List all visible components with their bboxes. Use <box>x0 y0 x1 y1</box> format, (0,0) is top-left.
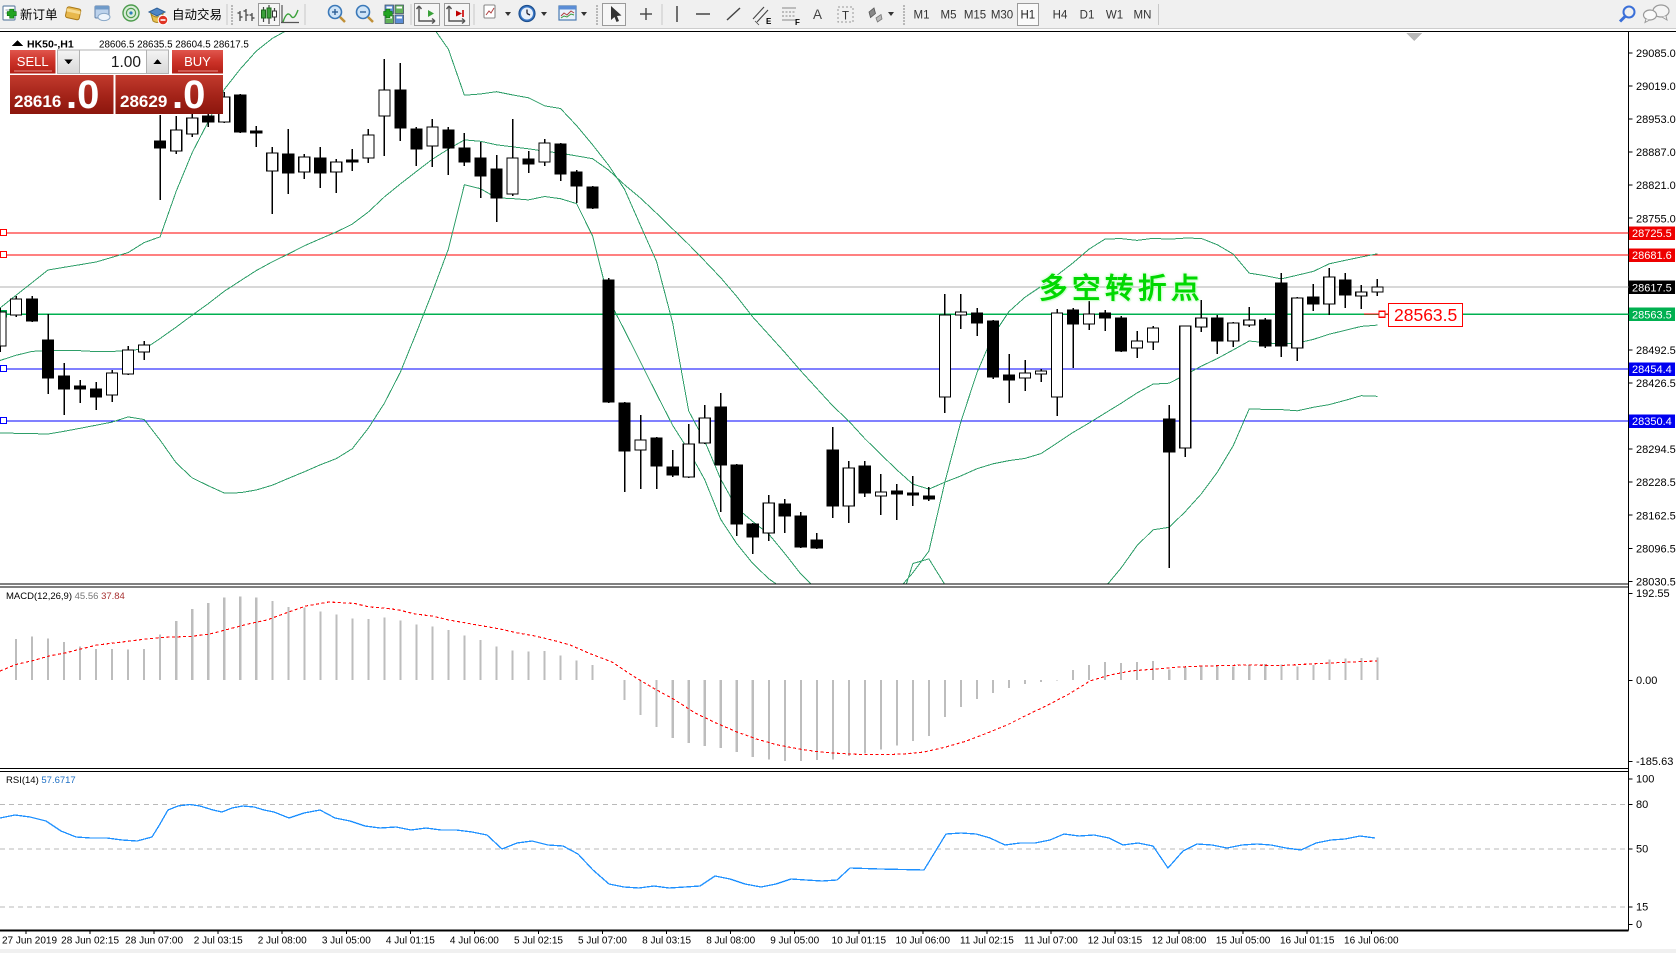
svg-text:12 Jul 08:00: 12 Jul 08:00 <box>1152 936 1207 947</box>
svg-text:0.00: 0.00 <box>1636 675 1657 687</box>
svg-text:5 Jul 07:00: 5 Jul 07:00 <box>578 936 627 947</box>
svg-text:28681.6: 28681.6 <box>1632 250 1672 262</box>
svg-text:HK50-,H1: HK50-,H1 <box>27 39 74 51</box>
svg-text:28616: 28616 <box>14 92 61 111</box>
svg-text:28426.5: 28426.5 <box>1636 378 1676 390</box>
svg-text:H1: H1 <box>1020 10 1035 22</box>
svg-text:28228.5: 28228.5 <box>1636 477 1676 489</box>
svg-text:W1: W1 <box>1106 10 1123 22</box>
svg-text:15: 15 <box>1636 902 1648 914</box>
svg-text:28617.5: 28617.5 <box>1632 282 1672 294</box>
svg-text:H4: H4 <box>1053 10 1068 22</box>
svg-text:BUY: BUY <box>184 54 211 69</box>
svg-text:自动交易: 自动交易 <box>172 7 222 22</box>
svg-text:80: 80 <box>1636 799 1648 811</box>
svg-text:RSI(14) 57.6717: RSI(14) 57.6717 <box>6 775 76 786</box>
svg-text:11 Jul 07:00: 11 Jul 07:00 <box>1024 936 1078 947</box>
svg-text:M1: M1 <box>914 10 930 22</box>
svg-text:-185.63: -185.63 <box>1636 756 1673 768</box>
svg-text:28953.0: 28953.0 <box>1636 114 1676 126</box>
svg-text:8 Jul 03:15: 8 Jul 03:15 <box>642 936 691 947</box>
svg-text:MACD(12,26,9) 45.56 37.84: MACD(12,26,9) 45.56 37.84 <box>6 591 125 602</box>
svg-text:28162.5: 28162.5 <box>1636 510 1676 522</box>
svg-text:.0: .0 <box>66 73 99 117</box>
svg-text:28 Jun 07:00: 28 Jun 07:00 <box>125 936 183 947</box>
svg-text:28454.4: 28454.4 <box>1632 364 1672 376</box>
svg-text:4 Jul 06:00: 4 Jul 06:00 <box>450 936 499 947</box>
svg-text:10 Jul 01:15: 10 Jul 01:15 <box>832 936 887 947</box>
svg-text:MN: MN <box>1134 10 1152 22</box>
svg-text:SELL: SELL <box>17 54 49 69</box>
svg-text:多空转折点: 多空转折点 <box>1039 272 1204 305</box>
svg-text:28606.5 28635.5 28604.5 28617.: 28606.5 28635.5 28604.5 28617.5 <box>99 40 249 51</box>
svg-text:5 Jul 02:15: 5 Jul 02:15 <box>514 936 563 947</box>
svg-text:M15: M15 <box>964 10 986 22</box>
svg-text:T: T <box>842 11 849 23</box>
svg-text:10 Jul 06:00: 10 Jul 06:00 <box>896 936 951 947</box>
svg-text:A: A <box>813 7 822 22</box>
svg-text:4 Jul 01:15: 4 Jul 01:15 <box>386 936 435 947</box>
svg-text:28 Jun 02:15: 28 Jun 02:15 <box>61 936 119 947</box>
svg-text:28629: 28629 <box>120 92 167 111</box>
svg-text:28755.0: 28755.0 <box>1636 213 1676 225</box>
svg-text:11 Jul 02:15: 11 Jul 02:15 <box>960 936 1014 947</box>
svg-text:.0: .0 <box>172 73 205 117</box>
svg-text:12 Jul 03:15: 12 Jul 03:15 <box>1088 936 1143 947</box>
svg-text:2 Jul 08:00: 2 Jul 08:00 <box>258 936 307 947</box>
svg-text:28563.5: 28563.5 <box>1632 309 1672 321</box>
svg-text:28350.4: 28350.4 <box>1632 416 1672 428</box>
svg-text:D1: D1 <box>1080 10 1095 22</box>
svg-text:28725.5: 28725.5 <box>1632 228 1672 240</box>
svg-text:3 Jul 05:00: 3 Jul 05:00 <box>322 936 371 947</box>
svg-text:2 Jul 03:15: 2 Jul 03:15 <box>194 936 243 947</box>
svg-text:9 Jul 05:00: 9 Jul 05:00 <box>770 936 819 947</box>
svg-text:16 Jul 01:15: 16 Jul 01:15 <box>1280 936 1335 947</box>
svg-text:16 Jul 06:00: 16 Jul 06:00 <box>1344 936 1399 947</box>
svg-text:28563.5: 28563.5 <box>1394 305 1457 325</box>
svg-text:27 Jun 2019: 27 Jun 2019 <box>2 936 57 947</box>
svg-text:1.00: 1.00 <box>111 54 142 71</box>
svg-text:29085.0: 29085.0 <box>1636 48 1676 60</box>
svg-text:28030.5: 28030.5 <box>1636 576 1676 588</box>
svg-text:M5: M5 <box>941 10 957 22</box>
svg-text:8 Jul 08:00: 8 Jul 08:00 <box>706 936 755 947</box>
svg-text:新订单: 新订单 <box>20 7 58 22</box>
svg-text:29019.0: 29019.0 <box>1636 81 1676 93</box>
svg-text:28887.0: 28887.0 <box>1636 147 1676 159</box>
svg-text:50: 50 <box>1636 843 1648 855</box>
svg-text:28821.0: 28821.0 <box>1636 180 1676 192</box>
svg-text:28492.5: 28492.5 <box>1636 345 1676 357</box>
svg-text:F: F <box>795 18 800 27</box>
svg-text:28294.5: 28294.5 <box>1636 444 1676 456</box>
svg-text:192.55: 192.55 <box>1636 588 1670 600</box>
svg-text:0: 0 <box>1636 919 1642 931</box>
svg-text:28096.5: 28096.5 <box>1636 543 1676 555</box>
svg-text:100: 100 <box>1636 774 1654 786</box>
svg-text:M30: M30 <box>991 10 1013 22</box>
svg-text:15 Jul 05:00: 15 Jul 05:00 <box>1216 936 1271 947</box>
svg-text:E: E <box>766 17 772 26</box>
